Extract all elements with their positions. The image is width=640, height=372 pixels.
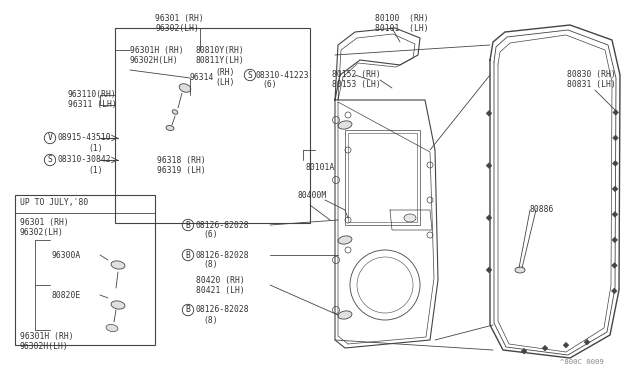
Bar <box>486 163 492 169</box>
Bar <box>521 348 527 354</box>
Text: 96301 (RH): 96301 (RH) <box>20 218 68 227</box>
Text: 80420 (RH): 80420 (RH) <box>196 276 244 285</box>
Text: 96302H(LH): 96302H(LH) <box>130 55 179 64</box>
Text: B: B <box>186 221 191 230</box>
Text: 96302H(LH): 96302H(LH) <box>20 343 68 352</box>
Ellipse shape <box>166 125 174 131</box>
Text: 80830 (RH): 80830 (RH) <box>567 71 616 80</box>
Bar <box>542 345 548 351</box>
Text: 96311 (LH): 96311 (LH) <box>68 100 116 109</box>
Text: 80101  (LH): 80101 (LH) <box>375 23 429 32</box>
Text: (8): (8) <box>203 315 218 324</box>
Text: 96302(LH): 96302(LH) <box>20 228 64 237</box>
Text: 96319 (LH): 96319 (LH) <box>157 166 205 174</box>
Text: 80101A: 80101A <box>305 164 334 173</box>
Text: 08310-41223: 08310-41223 <box>256 71 310 80</box>
Bar <box>612 237 618 243</box>
Text: 96302(LH): 96302(LH) <box>155 23 199 32</box>
Ellipse shape <box>338 236 352 244</box>
Text: 80153 (LH): 80153 (LH) <box>332 80 381 90</box>
Text: 80100  (RH): 80100 (RH) <box>375 13 429 22</box>
Text: 96314: 96314 <box>190 74 214 83</box>
Ellipse shape <box>172 110 178 114</box>
Bar <box>345 130 420 225</box>
Text: B: B <box>186 305 191 314</box>
Text: (LH): (LH) <box>215 78 234 87</box>
Text: (6): (6) <box>262 80 276 90</box>
Bar <box>611 288 617 294</box>
Ellipse shape <box>106 324 118 331</box>
Ellipse shape <box>338 311 352 319</box>
Text: 08126-82028: 08126-82028 <box>196 305 250 314</box>
Text: V: V <box>47 134 52 142</box>
Text: 80152 (RH): 80152 (RH) <box>332 71 381 80</box>
Text: 80886: 80886 <box>530 205 554 215</box>
Bar <box>563 342 569 348</box>
Ellipse shape <box>111 301 125 309</box>
Text: UP TO JULY,'80: UP TO JULY,'80 <box>20 199 88 208</box>
Text: 96300A: 96300A <box>52 250 81 260</box>
Text: B: B <box>186 250 191 260</box>
Text: 963110(RH): 963110(RH) <box>68 90 116 99</box>
Bar <box>115 28 310 223</box>
Bar <box>612 186 618 192</box>
Text: 96301 (RH): 96301 (RH) <box>155 13 204 22</box>
Ellipse shape <box>515 267 525 273</box>
Text: ^800C 0009: ^800C 0009 <box>560 359 604 365</box>
Text: (6): (6) <box>203 231 218 240</box>
Bar <box>348 133 417 222</box>
Bar <box>584 339 590 345</box>
Bar <box>486 110 492 116</box>
Text: 08915-43510: 08915-43510 <box>57 134 111 142</box>
Text: (1): (1) <box>88 166 102 174</box>
Bar <box>15 195 155 345</box>
Text: 96301H (RH): 96301H (RH) <box>130 45 184 55</box>
Text: S: S <box>47 155 52 164</box>
Text: 08310-30842: 08310-30842 <box>57 155 111 164</box>
Text: 08126-82028: 08126-82028 <box>196 221 250 230</box>
Bar <box>486 267 492 273</box>
Ellipse shape <box>179 84 191 92</box>
Text: 80810Y(RH): 80810Y(RH) <box>195 45 244 55</box>
Text: 80831 (LH): 80831 (LH) <box>567 80 616 90</box>
Bar <box>612 212 618 217</box>
Text: 80400M: 80400M <box>298 190 327 199</box>
Text: 80421 (LH): 80421 (LH) <box>196 285 244 295</box>
Text: (8): (8) <box>203 260 218 269</box>
Bar <box>612 135 618 141</box>
Text: 80820E: 80820E <box>52 291 81 299</box>
Bar <box>486 215 492 221</box>
Text: S: S <box>248 71 252 80</box>
Ellipse shape <box>338 121 352 129</box>
Text: 08126-82028: 08126-82028 <box>196 250 250 260</box>
Ellipse shape <box>111 261 125 269</box>
Text: (1): (1) <box>88 144 102 153</box>
Bar <box>613 110 618 115</box>
Text: 96301H (RH): 96301H (RH) <box>20 333 74 341</box>
Ellipse shape <box>404 214 416 222</box>
Bar <box>612 263 618 268</box>
Bar <box>612 161 618 166</box>
Text: 80811Y(LH): 80811Y(LH) <box>195 55 244 64</box>
Text: 96318 (RH): 96318 (RH) <box>157 155 205 164</box>
Text: (RH): (RH) <box>215 68 234 77</box>
